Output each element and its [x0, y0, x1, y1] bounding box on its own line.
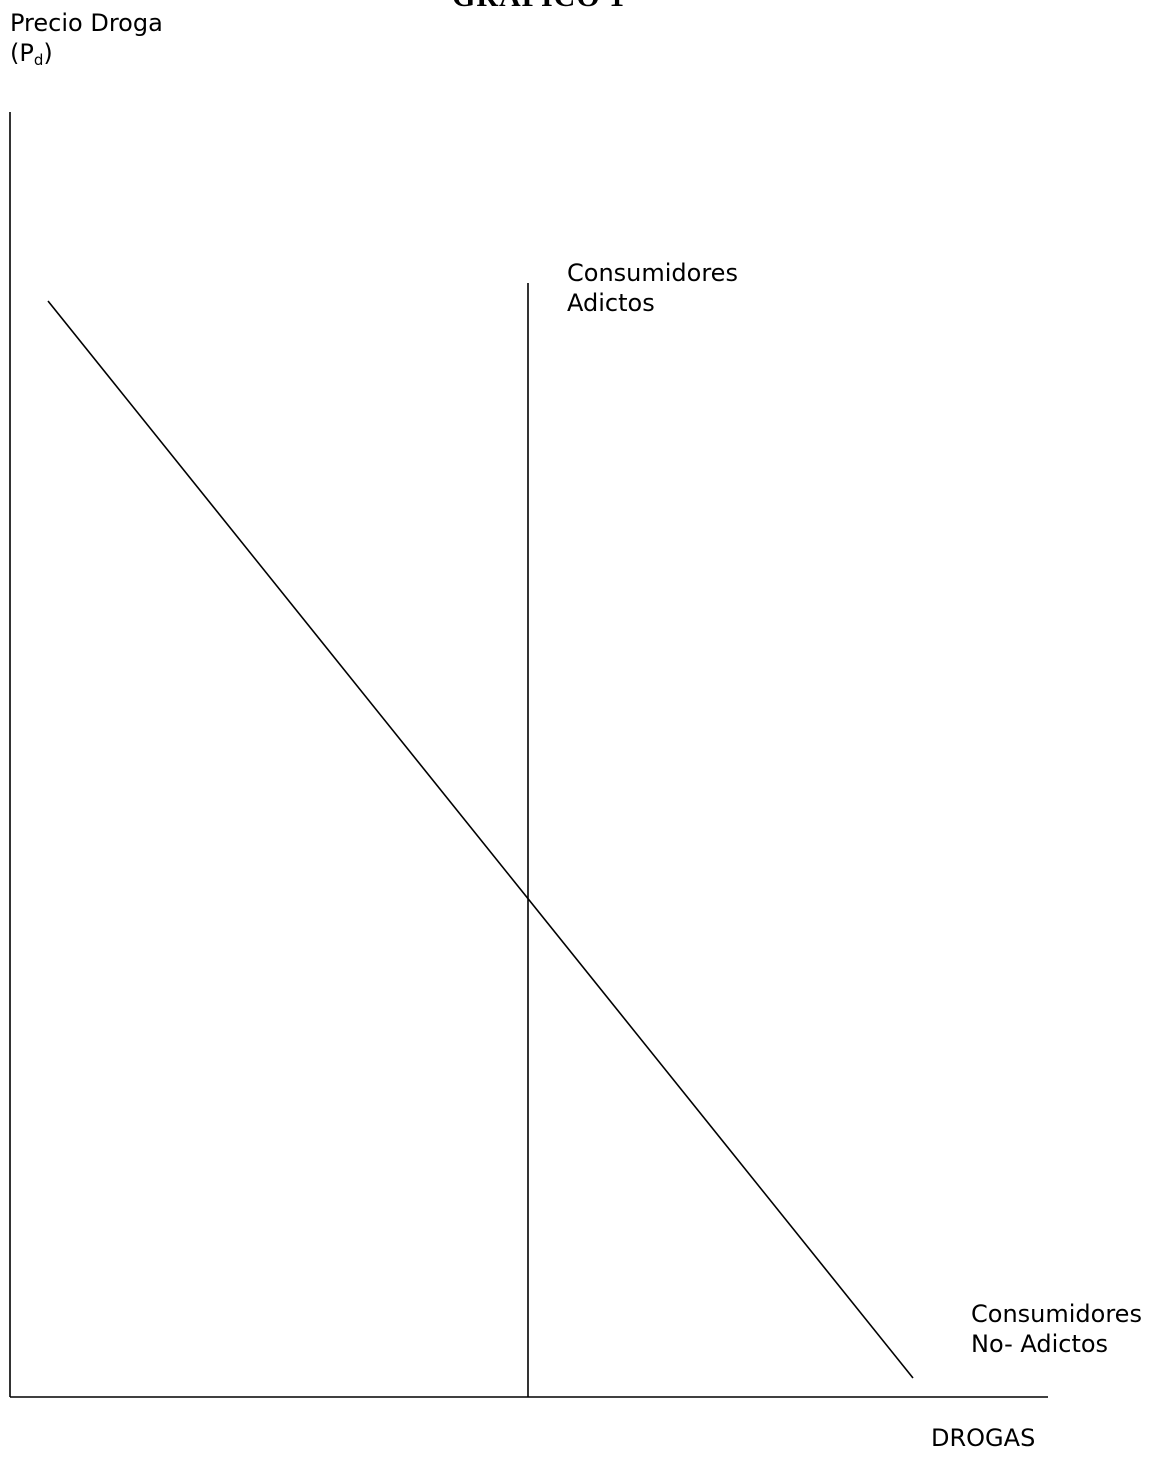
non-addicts-label-line2: No- Adictos: [971, 1330, 1109, 1358]
addicts-label-line1: Consumidores: [567, 259, 738, 287]
addicts-curve-label: Consumidores Adictos: [567, 258, 738, 318]
y-axis-label-line2: (Pd): [10, 39, 53, 69]
diagram-title: GRAFICO 1: [452, 0, 625, 14]
addicts-label-line2: Adictos: [567, 289, 655, 317]
x-axis-label: DROGAS: [931, 1424, 1036, 1452]
non-addicts-label-line1: Consumidores: [971, 1300, 1142, 1328]
non-addicts-demand-line: [47, 300, 914, 1379]
y-axis-label-line1: Precio Droga: [10, 9, 163, 37]
y-axis-label: Precio Droga (Pd): [10, 8, 163, 75]
non-addicts-curve-label: Consumidores No- Adictos: [971, 1299, 1142, 1359]
y-axis-subscript: d: [33, 51, 44, 69]
